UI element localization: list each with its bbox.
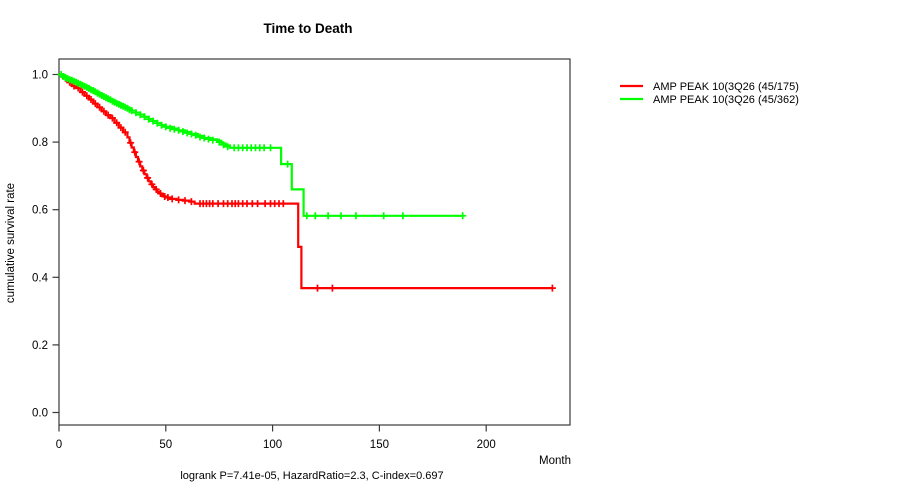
- y-tick-label: 0.6: [32, 205, 48, 217]
- y-tick-label: 1.0: [32, 70, 48, 82]
- x-tick-label: 100: [263, 439, 282, 451]
- censor-marks-1: [61, 74, 556, 292]
- censor-marks-2: [57, 71, 467, 220]
- survival-curve-1: [59, 73, 553, 290]
- y-tick-label: 0.2: [32, 340, 48, 352]
- y-tick-label: 0.4: [32, 272, 49, 284]
- legend: AMP PEAK 10(3Q26 (45/175) AMP PEAK 10(3Q…: [620, 81, 799, 106]
- survival-curve-2: [59, 73, 463, 217]
- y-tick-label: 0.8: [32, 137, 48, 149]
- legend-label-red: AMP PEAK 10(3Q26 (45/175): [653, 81, 799, 93]
- legend-label-green: AMP PEAK 10(3Q26 (45/362): [653, 94, 799, 106]
- survival-curves: [57, 71, 556, 292]
- x-tick-label: 200: [477, 439, 496, 451]
- x-axis-label: Month: [539, 455, 571, 467]
- stats-annotation: logrank P=7.41e-05, HazardRatio=2.3, C-i…: [180, 470, 443, 482]
- plot-border: [58, 58, 571, 426]
- y-axis-label: cumulative survival rate: [5, 183, 17, 303]
- chart-title: Time to Death: [263, 21, 352, 36]
- x-tick-label: 150: [370, 439, 389, 451]
- x-tick-label: 0: [56, 439, 62, 451]
- y-tick-label: 0.0: [32, 408, 48, 420]
- axes: 0 50 100 150 200 0.0 0.2 0.4 0.6 0.8 1.0: [32, 70, 496, 452]
- x-tick-label: 50: [159, 439, 172, 451]
